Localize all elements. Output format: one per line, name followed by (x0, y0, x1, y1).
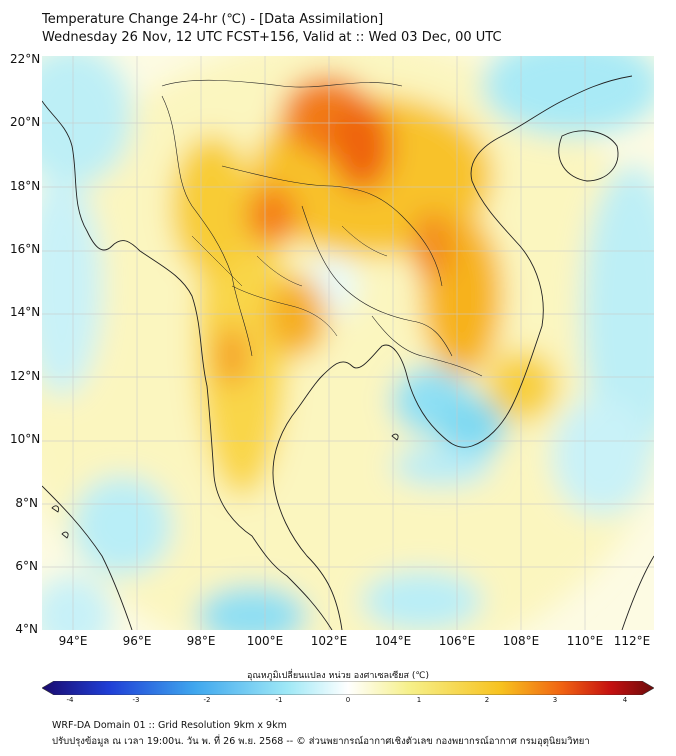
lat-label: 14°N (10, 305, 41, 319)
lon-label: 94°E (58, 634, 88, 648)
lon-label: 102°E (310, 634, 348, 648)
colorbar-tick: -2 (203, 696, 211, 704)
lon-label: 106°E (438, 634, 476, 648)
temperature-change-map (42, 56, 654, 630)
colorbar-tick: 0 (345, 696, 351, 704)
lat-label: 10°N (10, 432, 41, 446)
footer-credit: ปรับปรุงข้อมูล ณ เวลา 19:00น. วัน พ. ที่… (52, 736, 590, 747)
colorbar-tick: 3 (552, 696, 558, 704)
lat-label: 4°N (15, 622, 38, 636)
lon-label: 104°E (374, 634, 412, 648)
map-subtitle: Wednesday 26 Nov, 12 UTC FCST+156, Valid… (42, 30, 502, 45)
colorbar-tick: 1 (416, 696, 422, 704)
colorbar-tick: -3 (132, 696, 140, 704)
colorbar-title: อุณหภูมิเปลี่ยนแปลง หน่วย องศาเซลเซียส (… (246, 671, 430, 681)
lat-label: 12°N (10, 369, 41, 383)
lat-label: 16°N (10, 242, 41, 256)
lat-label: 6°N (15, 559, 38, 573)
lon-label: 100°E (246, 634, 284, 648)
lat-label: 22°N (10, 52, 41, 66)
lon-label: 112°E (613, 634, 651, 648)
colorbar-tick: 4 (622, 696, 628, 704)
lat-label: 18°N (10, 179, 41, 193)
lon-label: 108°E (502, 634, 540, 648)
lon-label: 96°E (122, 634, 152, 648)
lon-label: 110°E (566, 634, 604, 648)
colorbar-tick: -1 (275, 696, 283, 704)
map-title: Temperature Change 24-hr (℃) - [Data Ass… (42, 12, 384, 27)
lat-label: 20°N (10, 115, 41, 129)
colorbar-tick: 2 (484, 696, 490, 704)
lat-label: 8°N (15, 496, 38, 510)
colorbar-tick: -4 (66, 696, 74, 704)
lon-label: 98°E (186, 634, 216, 648)
footer-resolution: WRF-DA Domain 01 :: Grid Resolution 9km … (52, 720, 287, 731)
